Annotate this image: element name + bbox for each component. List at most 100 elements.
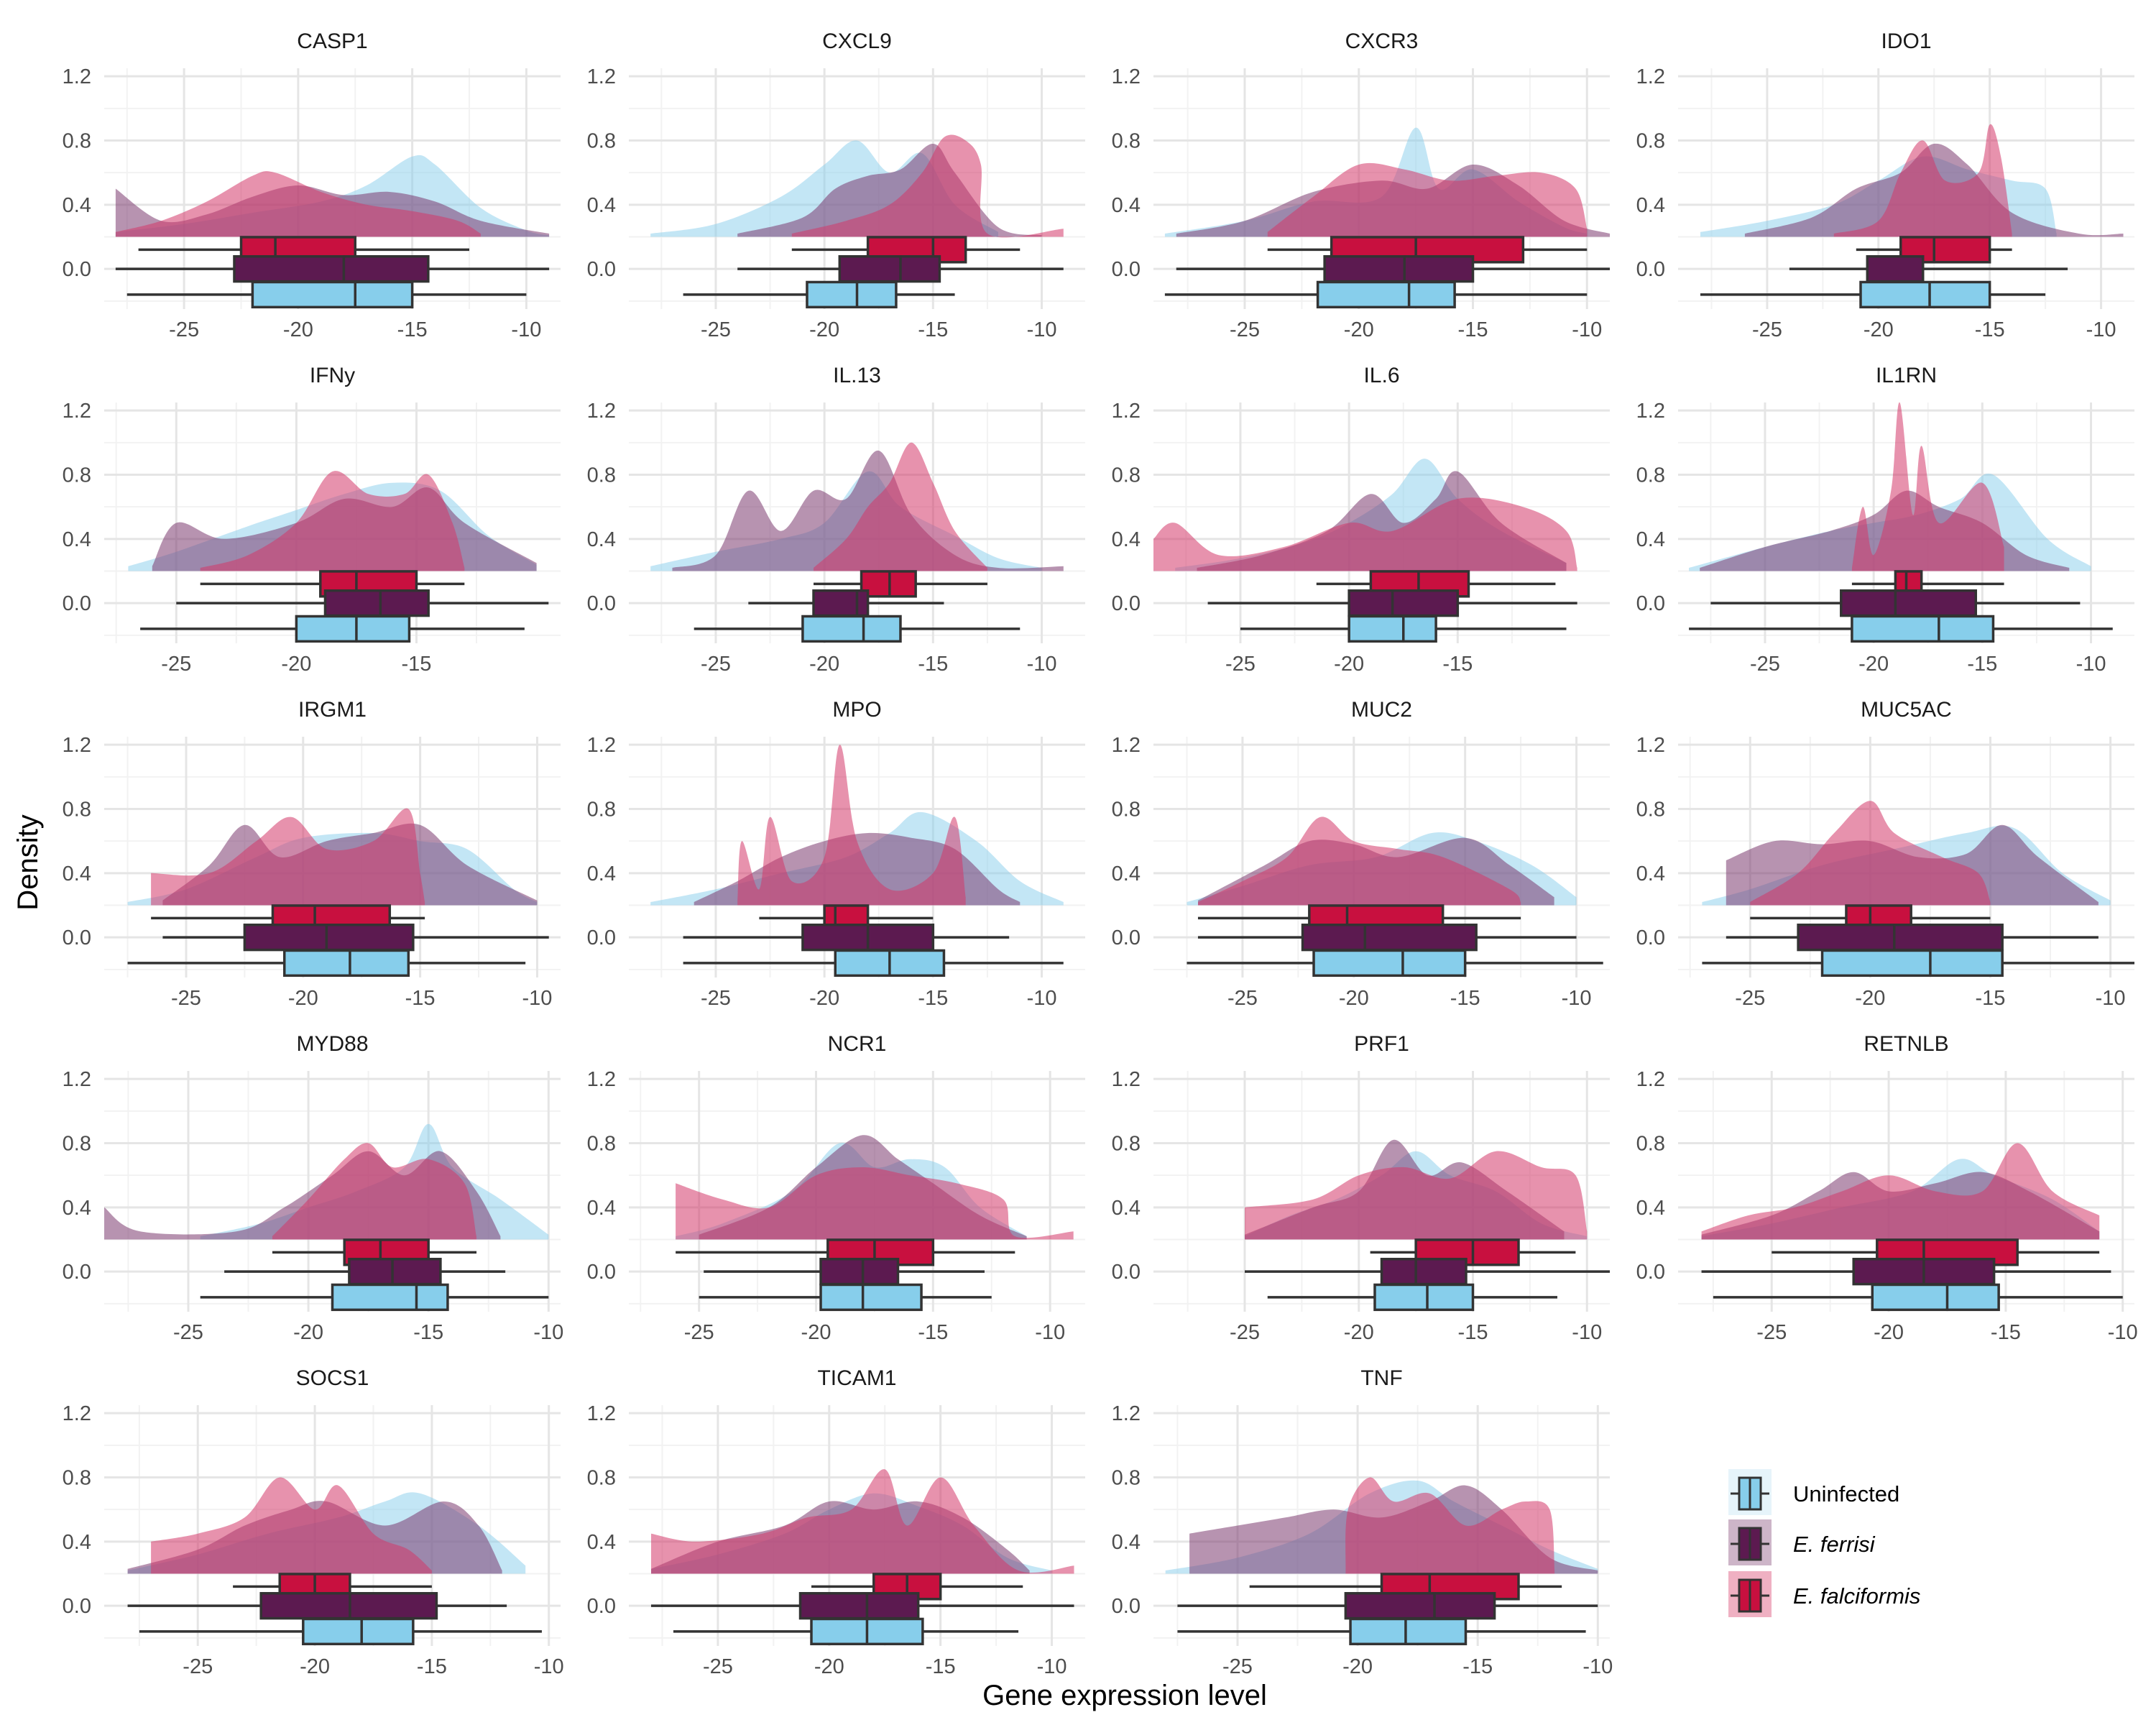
y-tick-label: 0.8	[63, 1133, 91, 1156]
x-tick-label: -15	[1442, 653, 1473, 676]
facet-panel: CXCL9 0.0 0.4 0.8 1.2 -25 -20 -15 -10	[587, 29, 1085, 341]
x-tick-label: -20	[809, 318, 839, 341]
y-tick-label: 0.8	[63, 130, 91, 153]
panel-title: MUC2	[1351, 698, 1412, 722]
panel-title: SOCS1	[296, 1366, 369, 1390]
box-ferrisi	[243, 923, 415, 952]
density-area-falciformis	[200, 471, 465, 571]
legend-label-falciformis: E. falciformis	[1793, 1583, 1920, 1609]
x-tick-label: -20	[288, 987, 318, 1010]
x-tick-label: -15	[1458, 318, 1488, 341]
x-tick-label: -20	[1864, 318, 1894, 341]
x-tick-label: -10	[1562, 987, 1592, 1010]
density-area-falciformis	[737, 745, 966, 906]
box-ferrisi	[798, 1591, 920, 1620]
x-tick-label: -15	[413, 1321, 443, 1344]
legend-item: Uninfected	[1728, 1469, 1899, 1515]
x-tick-label: -25	[169, 318, 199, 341]
box-ferrisi	[1797, 923, 2004, 952]
facet-panel: NCR1 0.0 0.4 0.8 1.2 -25 -20 -15 -10	[587, 1032, 1085, 1344]
box-ferrisi	[1323, 254, 1475, 283]
x-tick-label: -25	[183, 1655, 213, 1678]
y-tick-label: 0.8	[1636, 130, 1665, 153]
y-tick-label: 0.0	[63, 926, 91, 949]
panel-title: TNF	[1360, 1366, 1402, 1390]
y-tick-label: 0.4	[1636, 1197, 1665, 1220]
y-tick-label: 0.8	[63, 464, 91, 487]
facet-panel: IFNy 0.0 0.4 0.8 1.2 -25 -20 -15	[63, 364, 561, 676]
density-area-falciformis	[1245, 1151, 1588, 1240]
facet-panel: IL1RN 0.0 0.4 0.8 1.2 -25 -20 -15 -10	[1636, 364, 2134, 676]
y-tick-label: 0.0	[63, 1261, 91, 1284]
y-tick-label: 0.0	[587, 1261, 616, 1284]
density-area-falciformis	[1267, 162, 1588, 237]
y-tick-label: 1.2	[1112, 65, 1141, 88]
x-tick-label: -20	[281, 653, 311, 676]
panel-title: IL1RN	[1876, 364, 1937, 387]
box-uninfected	[295, 615, 411, 643]
x-tick-label: -25	[1752, 318, 1782, 341]
x-tick-label: -25	[1750, 653, 1780, 676]
x-tick-label: -20	[801, 1321, 831, 1344]
density-area-falciformis	[1833, 124, 2012, 237]
x-tick-label: -25	[701, 318, 731, 341]
y-tick-label: 1.2	[1636, 65, 1665, 88]
x-tick-label: -15	[918, 318, 948, 341]
x-tick-label: -15	[1450, 987, 1480, 1010]
y-tick-label: 1.2	[1636, 400, 1665, 423]
y-axis-title: Density	[12, 814, 44, 910]
y-tick-label: 1.2	[587, 734, 616, 757]
box-uninfected	[1348, 615, 1437, 643]
y-tick-label: 0.8	[1112, 464, 1141, 487]
x-tick-label: -10	[1027, 318, 1057, 341]
y-tick-label: 0.0	[1112, 926, 1141, 949]
y-tick-label: 1.2	[63, 1402, 91, 1425]
x-tick-label: -20	[809, 653, 839, 676]
y-tick-label: 0.4	[587, 194, 616, 217]
y-tick-label: 1.2	[63, 734, 91, 757]
legend-item: E. ferrisi	[1728, 1519, 1876, 1565]
x-tick-label: -15	[918, 1321, 948, 1344]
x-tick-label: -25	[701, 653, 731, 676]
y-tick-label: 0.8	[587, 799, 616, 822]
x-tick-label: -25	[684, 1321, 714, 1344]
x-tick-label: -15	[405, 987, 436, 1010]
y-tick-label: 0.0	[1636, 592, 1665, 615]
y-tick-label: 1.2	[587, 1402, 616, 1425]
y-tick-label: 0.0	[587, 592, 616, 615]
y-tick-label: 1.2	[1636, 1068, 1665, 1091]
y-tick-label: 0.0	[1112, 258, 1141, 281]
y-tick-label: 1.2	[587, 65, 616, 88]
y-tick-label: 0.8	[1112, 1133, 1141, 1156]
y-tick-label: 0.4	[587, 528, 616, 551]
box-ferrisi	[323, 589, 430, 617]
box-uninfected	[1373, 1283, 1475, 1312]
density-area-falciformis	[1198, 816, 1521, 906]
box-uninfected	[1820, 949, 2004, 978]
x-tick-label: -20	[1339, 987, 1369, 1010]
x-tick-label: -10	[511, 318, 541, 341]
box-uninfected	[302, 1617, 415, 1646]
facet-panel: MUC2 0.0 0.4 0.8 1.2 -25 -20 -15 -10	[1112, 698, 1610, 1010]
y-tick-label: 0.4	[587, 862, 616, 886]
y-tick-label: 0.8	[1112, 1467, 1141, 1490]
y-tick-label: 0.0	[1112, 1595, 1141, 1618]
y-tick-label: 0.0	[587, 258, 616, 281]
x-tick-label: -20	[1874, 1321, 1904, 1344]
facet-panel: TNF 0.0 0.4 0.8 1.2 -25 -20 -15 -10	[1112, 1366, 1613, 1678]
y-tick-label: 0.4	[63, 194, 91, 217]
density-area-falciformis	[791, 134, 1064, 238]
box-ferrisi	[233, 254, 430, 283]
x-tick-label: -10	[534, 1655, 564, 1678]
x-tick-label: -25	[161, 653, 191, 676]
facet-panel: IL.13 0.0 0.4 0.8 1.2 -25 -20 -15 -10	[587, 364, 1085, 676]
x-tick-label: -15	[417, 1655, 447, 1678]
box-falciformis	[1899, 236, 1991, 264]
x-tick-label: -10	[1027, 987, 1057, 1010]
box-uninfected	[1316, 280, 1456, 309]
panel-title: NCR1	[828, 1032, 887, 1056]
y-tick-label: 0.4	[63, 862, 91, 886]
panel-title: RETNLB	[1864, 1032, 1948, 1056]
box-ferrisi	[812, 589, 870, 617]
y-tick-label: 0.0	[1112, 592, 1141, 615]
